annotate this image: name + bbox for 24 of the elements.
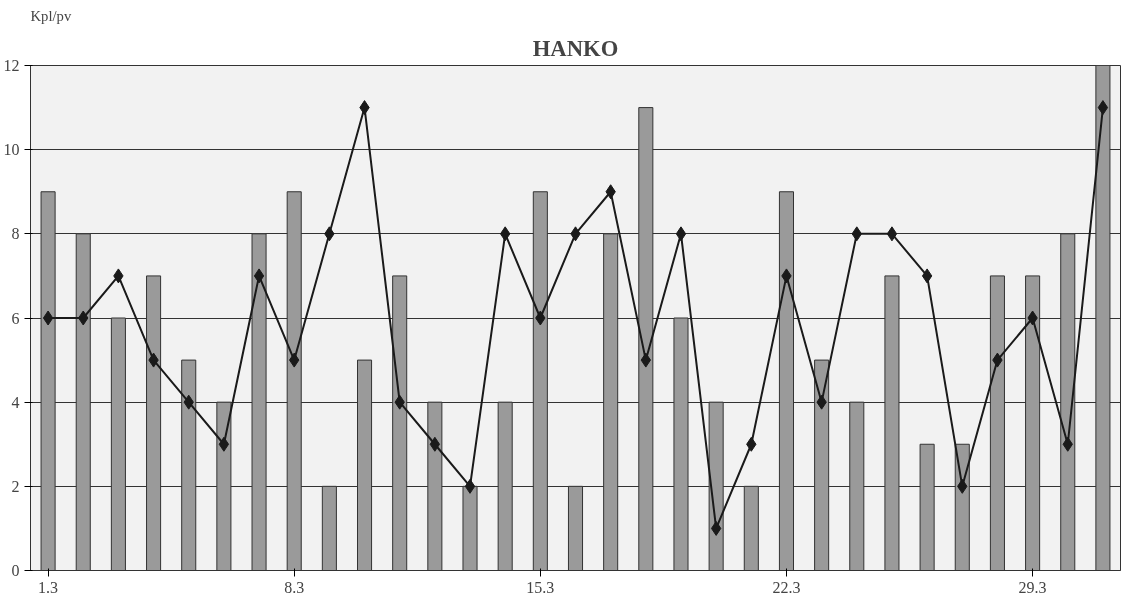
point xyxy=(921,268,933,284)
point xyxy=(886,226,898,242)
y-tick-label: 6 xyxy=(11,309,20,327)
y-tick-label: 8 xyxy=(11,225,20,243)
y-tick-label: 0 xyxy=(11,562,20,579)
point xyxy=(675,226,687,242)
point xyxy=(429,436,441,452)
point xyxy=(464,478,476,494)
x-tick-label: 22.3 xyxy=(772,578,801,596)
y-tick-label: 4 xyxy=(11,393,20,411)
point xyxy=(1097,100,1109,116)
y-tick-label: 10 xyxy=(3,141,20,159)
y-tick-label: 2 xyxy=(11,477,20,495)
point xyxy=(710,520,722,536)
x-tick-label: 29.3 xyxy=(1018,578,1047,596)
x-tick-label: 8.3 xyxy=(284,578,305,596)
y-axis-title: Kpl/pv xyxy=(30,7,72,24)
chart-title: HANKO xyxy=(532,35,619,61)
y-tick-label: 12 xyxy=(3,57,20,74)
point xyxy=(253,268,265,284)
x-tick-label: 15.3 xyxy=(526,578,555,596)
x-tick-label: 1.3 xyxy=(38,578,59,596)
point xyxy=(218,436,230,452)
point xyxy=(42,310,54,326)
